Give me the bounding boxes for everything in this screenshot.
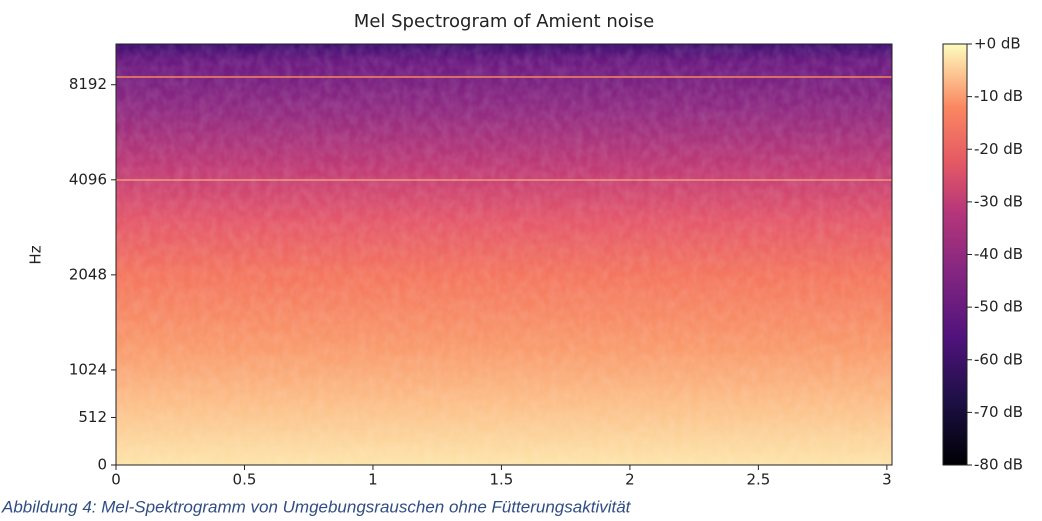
spectrogram — [116, 44, 892, 465]
y-tick-label: 8192 — [69, 75, 107, 93]
colorbar-tick-label: -50 dB — [974, 298, 1023, 316]
colorbar — [943, 44, 967, 465]
colorbar-tick-label: -30 dB — [974, 192, 1023, 210]
x-tick-label: 2.5 — [746, 471, 770, 489]
colorbar-tick-label: +0 dB — [974, 35, 1021, 53]
y-axis-label: Hz — [27, 245, 45, 264]
colorbar-tick-label: -60 dB — [974, 350, 1023, 368]
colorbar-tick-label: -80 dB — [974, 456, 1023, 474]
colorbar-tick-label: -40 dB — [974, 245, 1023, 263]
colorbar-tick-label: -10 dB — [974, 87, 1023, 105]
x-tick-label: 0 — [111, 471, 121, 489]
x-tick-label: 3 — [882, 471, 892, 489]
colorbar-tick-label: -70 dB — [974, 403, 1023, 421]
x-tick-label: 1 — [368, 471, 378, 489]
chart-title: Mel Spectrogram of Amient noise — [354, 11, 654, 32]
y-tick-label: 4096 — [69, 170, 107, 188]
x-tick-label: 1.5 — [490, 471, 514, 489]
y-tick-label: 512 — [78, 408, 107, 426]
caption: Abbildung 4: Mel-Spektrogramm von Umgebu… — [1, 497, 632, 516]
y-tick-label: 1024 — [69, 360, 107, 378]
chart: Mel Spectrogram of Amient noise Hz Abbil… — [0, 0, 1042, 521]
y-tick-label: 2048 — [69, 265, 107, 283]
colorbar-tick-label: -20 dB — [974, 140, 1023, 158]
y-tick-label: 0 — [97, 456, 107, 474]
x-tick-label: 0.5 — [233, 471, 257, 489]
x-tick-label: 2 — [625, 471, 635, 489]
